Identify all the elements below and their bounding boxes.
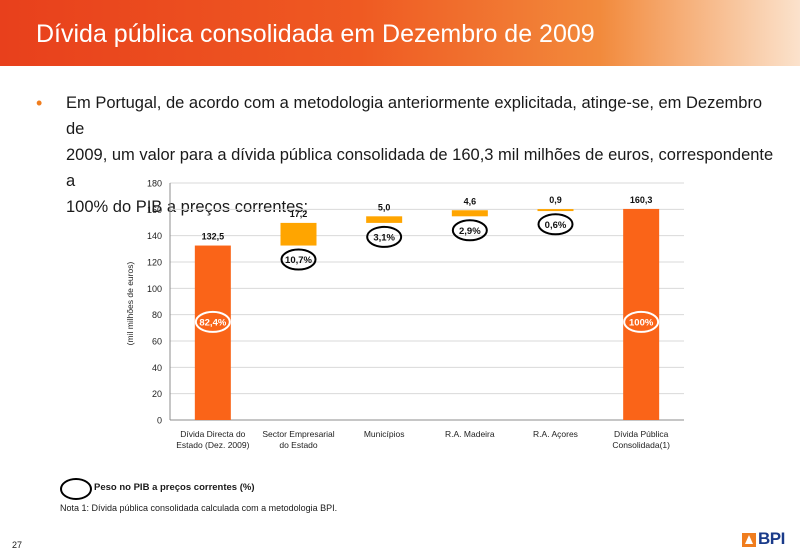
y-tick-label: 180 bbox=[147, 179, 162, 189]
y-tick-label: 100 bbox=[147, 284, 162, 294]
pib-label: 0,6% bbox=[545, 220, 567, 231]
pib-label: 2,9% bbox=[459, 226, 481, 237]
x-tick-label: Dívida Pública Consolidada(1) bbox=[612, 429, 670, 450]
x-tick-label-line: Dívida Pública bbox=[614, 429, 669, 439]
x-tick-label: R.A. Açores bbox=[533, 429, 578, 439]
x-tick-label: Municípios bbox=[364, 429, 405, 439]
bpi-logo-mark-icon bbox=[742, 533, 756, 547]
pib-label: 10,7% bbox=[285, 255, 312, 266]
y-tick-label: 160 bbox=[147, 205, 162, 215]
y-tick-label: 120 bbox=[147, 258, 162, 268]
legend-label: Peso no PIB a preços correntes (%) bbox=[94, 482, 255, 493]
data-label: 132,5 bbox=[202, 232, 225, 242]
data-label: 0,9 bbox=[549, 195, 562, 205]
data-label: 160,3 bbox=[630, 195, 653, 205]
bar bbox=[366, 216, 403, 223]
pib-ring bbox=[537, 213, 574, 236]
pib-label: 100% bbox=[629, 317, 654, 328]
bpi-logo-text: BPI bbox=[758, 529, 785, 548]
y-tick-label: 20 bbox=[152, 389, 162, 399]
data-label: 5,0 bbox=[378, 202, 391, 212]
pib-ring bbox=[194, 310, 231, 333]
x-tick-label: R.A. Madeira bbox=[445, 429, 495, 439]
page-number: 27 bbox=[12, 540, 23, 550]
y-tick-label: 60 bbox=[152, 337, 162, 347]
data-label: 4,6 bbox=[464, 196, 477, 206]
bar bbox=[537, 209, 574, 212]
x-tick-label: Dívida Directa do Estado (Dez. 2009) bbox=[176, 429, 249, 450]
bullet-text: Em Portugal, de acordo com a metodologia… bbox=[66, 90, 778, 220]
pib-ring bbox=[451, 219, 488, 242]
legend-ring-symbol bbox=[60, 478, 92, 500]
bar bbox=[280, 222, 317, 246]
x-tick-label-line: do Estado bbox=[279, 440, 318, 450]
pib-ring bbox=[280, 248, 317, 271]
x-tick-label-line: Estado (Dez. 2009) bbox=[176, 440, 249, 450]
x-tick-label-line: Consolidada(1) bbox=[612, 440, 670, 450]
slide-header: Dívida pública consolidada em Dezembro d… bbox=[0, 0, 800, 66]
pib-ring bbox=[623, 310, 660, 333]
data-label: 17,2 bbox=[290, 209, 308, 219]
pib-ring bbox=[366, 225, 403, 248]
bullet-line-2: 2009, um valor para a dívida pública con… bbox=[66, 146, 774, 190]
y-tick-label: 80 bbox=[152, 310, 162, 320]
y-axis-label: (mil milhões de euros) bbox=[125, 262, 135, 346]
x-tick-label-line: Sector Empresarial bbox=[262, 429, 334, 439]
x-tick-label: Sector Empresarial do Estado bbox=[262, 429, 334, 450]
bullet-line-3: 100% do PIB a preços correntes: bbox=[66, 198, 309, 216]
footnote: Nota 1: Dívida pública consolidada calcu… bbox=[60, 503, 338, 513]
bar bbox=[451, 210, 488, 217]
bullet-line-1: Em Portugal, de acordo com a metodologia… bbox=[66, 94, 763, 138]
y-tick-label: 140 bbox=[147, 231, 162, 241]
x-tick-label-line: R.A. Madeira bbox=[445, 429, 495, 439]
x-tick-label-line: Municípios bbox=[364, 429, 405, 439]
x-tick-label-line: Dívida Directa do bbox=[180, 429, 245, 439]
pib-label: 82,4% bbox=[199, 317, 226, 328]
waterfall-chart: 0 20 40 60 80 100 120 140 160 180 (mil milhões de … bbox=[125, 179, 684, 450]
bullet-marker: • bbox=[36, 93, 43, 113]
slide-title: Dívida pública consolidada em Dezembro d… bbox=[36, 20, 595, 48]
y-tick-label: 40 bbox=[152, 363, 162, 373]
x-tick-label-line: R.A. Açores bbox=[533, 429, 578, 439]
pib-label: 3,1% bbox=[373, 232, 395, 243]
y-tick-label: 0 bbox=[157, 416, 162, 426]
